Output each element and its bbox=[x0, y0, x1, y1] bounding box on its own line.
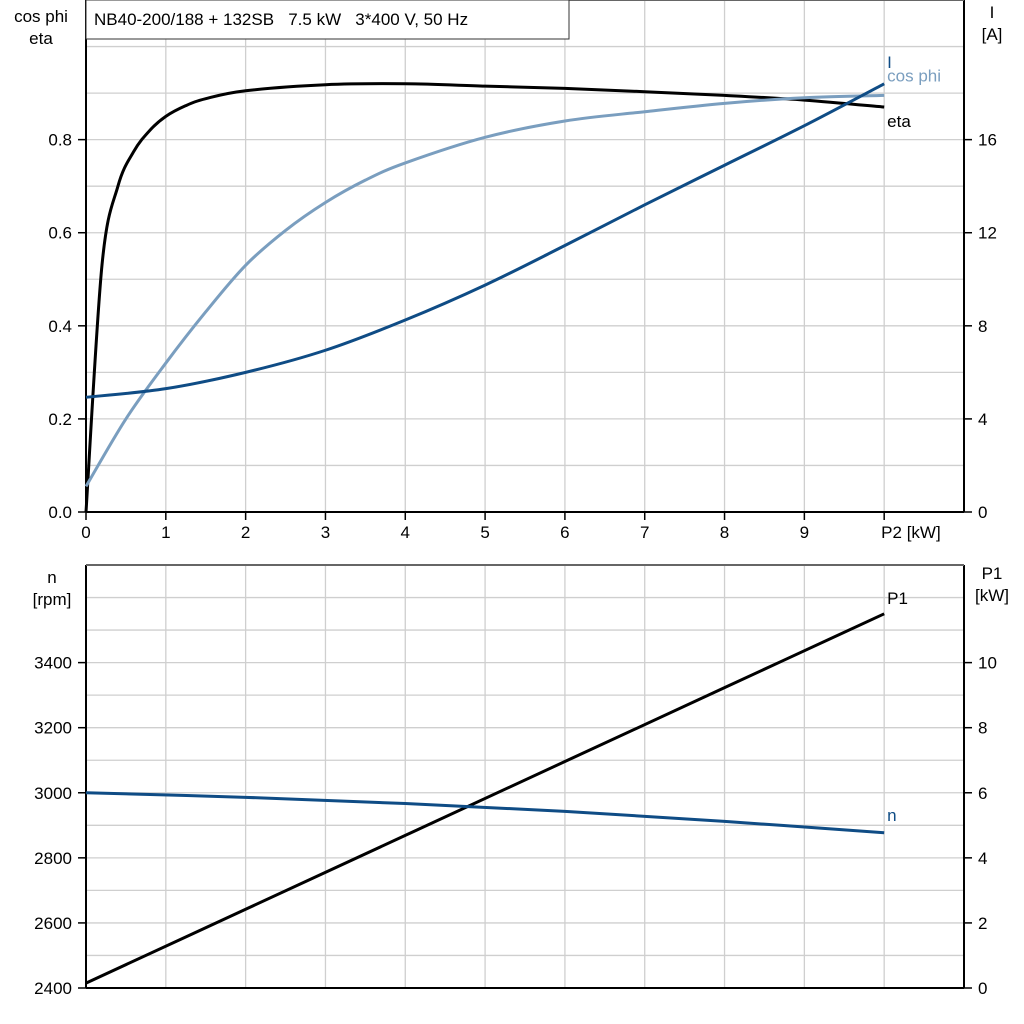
y-right-label: I bbox=[990, 3, 995, 22]
y-right-label: P1 bbox=[982, 564, 1003, 583]
y-left-tick-label: 0.2 bbox=[48, 410, 72, 429]
y-left-tick-label: 2400 bbox=[34, 979, 72, 998]
y-left-tick-label: 0.6 bbox=[48, 224, 72, 243]
y-right-tick-label: 8 bbox=[978, 719, 987, 738]
x-axis-label: P2 [kW] bbox=[881, 523, 941, 542]
y-left-tick-label: 2600 bbox=[34, 914, 72, 933]
y-left-label: [rpm] bbox=[33, 590, 72, 609]
series-i-label: I bbox=[887, 53, 892, 72]
y-left-label: eta bbox=[29, 29, 53, 48]
x-tick-label: 7 bbox=[640, 523, 649, 542]
y-right-tick-label: 2 bbox=[978, 914, 987, 933]
y-left-label: cos phi bbox=[14, 7, 68, 26]
x-tick-label: 0 bbox=[81, 523, 90, 542]
x-tick-label: 8 bbox=[720, 523, 729, 542]
y-right-tick-label: 0 bbox=[978, 979, 987, 998]
y-right-tick-label: 8 bbox=[978, 317, 987, 336]
y-right-tick-label: 6 bbox=[978, 784, 987, 803]
y-left-tick-label: 2800 bbox=[34, 849, 72, 868]
series-p1-label: P1 bbox=[887, 589, 908, 608]
y-right-tick-label: 10 bbox=[978, 654, 997, 673]
x-tick-label: 3 bbox=[321, 523, 330, 542]
y-right-label: [A] bbox=[982, 25, 1003, 44]
y-right-tick-label: 0 bbox=[978, 503, 987, 522]
series-n-line bbox=[85, 791, 885, 835]
y-right-tick-label: 4 bbox=[978, 849, 987, 868]
y-left-label: n bbox=[47, 568, 56, 587]
x-tick-label: 1 bbox=[161, 523, 170, 542]
y-right-tick-label: 16 bbox=[978, 131, 997, 150]
x-tick-label: 2 bbox=[241, 523, 250, 542]
y-left-tick-label: 0.8 bbox=[48, 131, 72, 150]
y-right-tick-label: 12 bbox=[978, 224, 997, 243]
y-right-tick-label: 4 bbox=[978, 410, 987, 429]
x-tick-label: 9 bbox=[800, 523, 809, 542]
series-eta-line bbox=[84, 82, 885, 513]
y-right-label: [kW] bbox=[975, 586, 1009, 605]
y-left-tick-label: 0.0 bbox=[48, 503, 72, 522]
series-cos-phi-label: cos phi bbox=[887, 66, 941, 85]
series-n-label: n bbox=[887, 806, 896, 825]
x-tick-label: 5 bbox=[480, 523, 489, 542]
x-tick-label: 6 bbox=[560, 523, 569, 542]
title-box: NB40-200/188 + 132SB 7.5 kW 3*400 V, 50 … bbox=[85, 0, 570, 40]
series-p1-line bbox=[85, 612, 885, 985]
x-tick-label: 4 bbox=[401, 523, 410, 542]
y-left-tick-label: 3400 bbox=[34, 654, 72, 673]
y-left-tick-label: 0.4 bbox=[48, 317, 72, 336]
series-i-line bbox=[85, 82, 885, 399]
y-left-tick-label: 3200 bbox=[34, 719, 72, 738]
series-eta-label: eta bbox=[887, 112, 911, 131]
y-left-tick-label: 3000 bbox=[34, 784, 72, 803]
chart-title: NB40-200/188 + 132SB 7.5 kW 3*400 V, 50 … bbox=[94, 10, 468, 29]
panel-2: 2400 2600 2800 3000 3200 3400 0 2 4 6 8 10 n [rpm] P1 [… bbox=[33, 564, 1009, 998]
series-cos-phi-line bbox=[84, 93, 885, 488]
